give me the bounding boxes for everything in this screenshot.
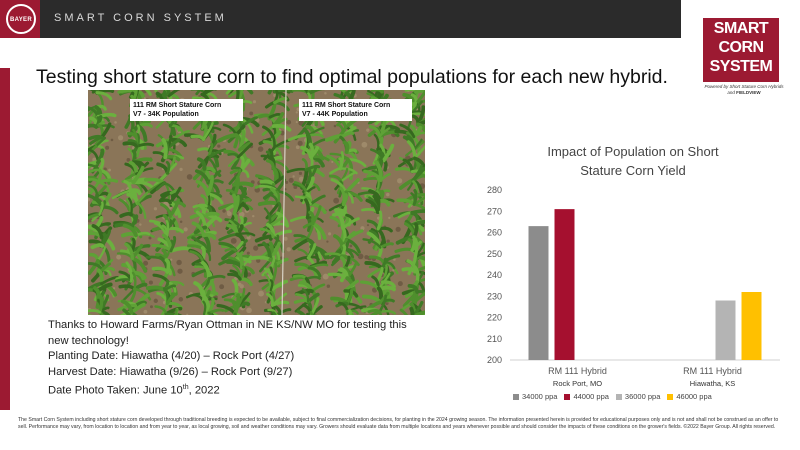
photo-caption: Thanks to Howard Farms/Ryan Ottman in NE… <box>48 318 428 399</box>
brand-line-3: SYSTEM <box>709 58 773 75</box>
photo-date-ordinal: th <box>182 384 189 391</box>
photo-label-34k-line2: V7 - 34K Population <box>133 111 199 118</box>
chart-title: Impact of Population on Short Stature Co… <box>528 142 738 180</box>
caption-photo-date: Date Photo Taken: June 10th, 2022 <box>48 380 428 399</box>
chart-title-line1: Impact of Population on Short <box>547 144 719 159</box>
bar-34000-ppa <box>528 226 549 360</box>
legend-label: 36000 ppa <box>624 392 661 401</box>
brand-mark: SMART CORN SYSTEM <box>703 18 779 82</box>
legend-swatch <box>667 394 674 401</box>
brand-tagline: Powered by Short Stature Corn Hybrids an… <box>701 84 787 95</box>
corn-row <box>88 90 119 315</box>
photo-date-text: Date Photo Taken: June 10 <box>48 384 183 397</box>
smart-corn-system-logo: SMART CORN SYSTEM Powered by Short Statu… <box>681 0 800 110</box>
photo-label-44k-line1: 111 RM Short Stature Corn <box>302 102 391 109</box>
y-tick-label: 220 <box>487 313 502 323</box>
bar-46000-ppa <box>741 292 762 360</box>
yield-chart: 200 210 220 230 240 250 260 270 280 RM 111 Hybrid… <box>468 180 788 412</box>
y-tick-label: 200 <box>487 355 502 365</box>
y-tick-label: 270 <box>487 206 502 216</box>
x-category-label: RM 111 Hybrid <box>548 366 607 376</box>
y-tick-label: 250 <box>487 249 502 259</box>
bayer-logo: BAYER <box>6 4 36 34</box>
corn-row <box>216 90 260 315</box>
x-sublabel: Rock Port, MO <box>553 379 602 388</box>
top-bar: BAYER SMART CORN SYSTEM <box>0 0 800 38</box>
x-category-label: RM 111 Hybrid <box>683 366 742 376</box>
photo-label-34k-line1: 111 RM Short Stature Corn <box>133 102 222 109</box>
bar-36000-ppa <box>715 300 736 360</box>
corn-field-image <box>88 90 425 315</box>
photo-label-34k: 111 RM Short Stature Corn V7 - 34K Popul… <box>130 99 243 121</box>
chart-title-line2: Stature Corn Yield <box>580 163 686 178</box>
bayer-logo-text: BAYER <box>10 17 32 23</box>
logo-area: BAYER <box>0 0 40 38</box>
legend-label: 34000 ppa <box>522 392 558 401</box>
header-title: SMART CORN SYSTEM <box>54 12 227 24</box>
x-sublabel: Hiawatha, KS <box>690 379 735 388</box>
legend-item: 44000 ppa <box>564 392 609 401</box>
y-tick-label: 210 <box>487 334 502 344</box>
legend-swatch <box>564 394 571 401</box>
marker-string <box>281 90 287 315</box>
left-accent-bar <box>0 68 10 410</box>
y-tick-label: 260 <box>487 228 502 238</box>
legend-swatch <box>615 394 622 401</box>
corn-row <box>111 90 155 315</box>
legend-item: 36000 ppa <box>615 392 661 401</box>
legend-label: 44000 ppa <box>573 392 609 401</box>
brand-line-2: CORN <box>718 39 764 56</box>
legend-swatch <box>513 394 519 401</box>
caption-planting-date: Planting Date: Hiawatha (4/20) – Rock Po… <box>48 350 295 362</box>
y-tick-label: 230 <box>487 291 502 301</box>
field-photo: 111 RM Short Stature Corn V7 - 34K Popul… <box>88 90 425 315</box>
legend-label: 46000 ppa <box>676 392 712 401</box>
y-tick-label: 240 <box>487 270 502 280</box>
slide-headline: Testing short stature corn to find optim… <box>36 66 668 88</box>
bar-44000-ppa <box>554 209 575 360</box>
caption-thanks: Thanks to Howard Farms/Ryan Ottman in NE… <box>48 319 407 347</box>
photo-label-44k: 111 RM Short Stature Corn V7 - 44K Popul… <box>299 99 412 121</box>
photo-label-44k-line2: V7 - 44K Population <box>302 111 368 118</box>
caption-harvest-date: Harvest Date: Hiawatha (9/26) – Rock Por… <box>48 365 293 378</box>
yield-chart-plot: 200 210 220 230 240 250 260 270 280 RM 111 Hybrid… <box>487 185 780 388</box>
photo-date-year: , 2022 <box>188 384 220 397</box>
y-tick-label: 280 <box>487 185 502 195</box>
legend-item: 34000 ppa <box>513 392 557 401</box>
legal-disclaimer: The Smart Corn System including short st… <box>18 417 779 430</box>
legend-item: 46000 ppa <box>667 392 712 401</box>
corn-row <box>286 90 332 315</box>
brand-tagline-text: Powered by Short Stature Corn Hybrids an… <box>704 84 784 95</box>
chart-legend: 34000 ppa 44000 ppa 36000 ppa 46000 ppa <box>513 392 783 401</box>
brand-line-1: SMART <box>713 20 769 37</box>
brand-tagline-product: FIELDVIEW <box>736 89 761 95</box>
